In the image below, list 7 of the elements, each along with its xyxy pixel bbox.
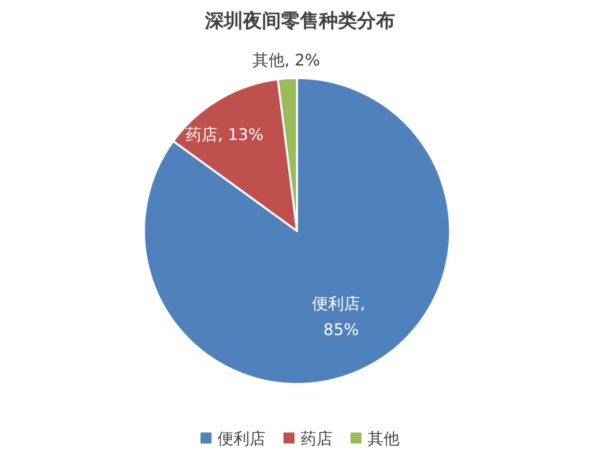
chart-title: 深圳夜间零售种类分布 (204, 10, 395, 32)
data-label: 便利店, 85% (312, 294, 366, 339)
data-label: 药店, 13% (186, 125, 264, 144)
legend-label: 药店 (300, 429, 332, 448)
legend-label: 便利店 (218, 429, 266, 448)
data-label: 其他, 2% (252, 50, 320, 70)
legend-label: 其他 (368, 429, 400, 448)
